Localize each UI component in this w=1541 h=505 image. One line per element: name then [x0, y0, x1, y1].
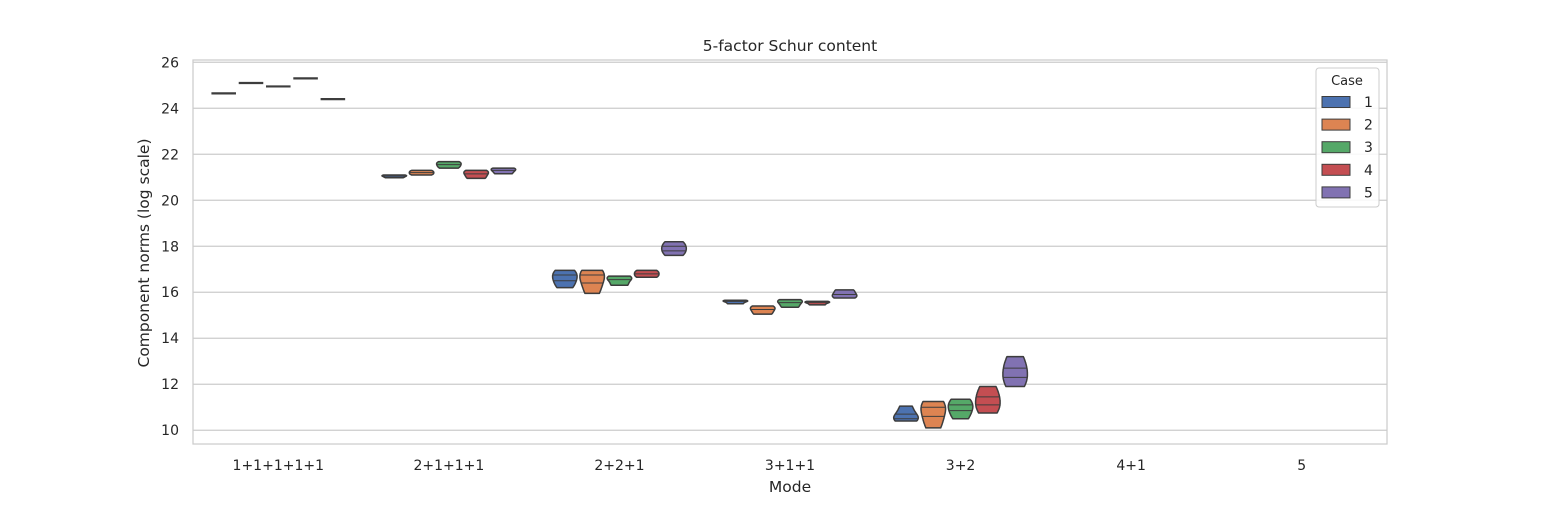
legend-swatch: [1321, 186, 1351, 199]
violin-case-2: [920, 400, 947, 429]
legend-title: Case: [1331, 74, 1363, 89]
violin-case-5: [831, 289, 858, 299]
x-tick-labels: 1+1+1+1+1 2+1+1+1 2+2+1 3+1+1 3+2 4+1 5: [233, 458, 1307, 474]
violin-body: [831, 289, 858, 299]
y-tick-label: 24: [161, 101, 179, 117]
violin-case-1: [722, 299, 749, 305]
legend-swatch: [1321, 118, 1351, 131]
violin-body: [660, 240, 688, 257]
x-tick-label: 5: [1297, 458, 1306, 474]
grid-lines: [193, 61, 1387, 431]
legend-swatch: [1321, 96, 1351, 108]
plot-frame: [192, 59, 1388, 445]
y-tick-label: 12: [161, 377, 179, 393]
y-tick-label: 10: [161, 423, 179, 439]
violin-body: [579, 269, 606, 295]
violin-body: [463, 169, 490, 180]
violins: [211, 77, 1029, 429]
violin-body: [1002, 355, 1029, 388]
violin-case-2: [749, 305, 776, 315]
legend-label: 4: [1364, 163, 1373, 179]
violin-case-5: [1002, 355, 1029, 388]
violin-case-4: [804, 300, 831, 306]
x-tick-label: 3+2: [946, 458, 976, 474]
x-tick-label: 4+1: [1116, 458, 1146, 474]
x-tick-label: 2+2+1: [594, 458, 644, 474]
violin-case-3: [435, 160, 462, 169]
violin-case-4: [633, 269, 660, 279]
legend: Case 1 2 3 4 5: [1315, 67, 1380, 208]
x-tick-label: 1+1+1+1+1: [233, 458, 324, 474]
legend-items: 1 2 3 4 5: [1321, 95, 1373, 201]
violin-case-1: [892, 405, 920, 422]
x-tick-label: 2+1+1+1: [413, 458, 484, 474]
violin-case-4: [974, 385, 1001, 414]
violin-body: [606, 275, 633, 287]
violin-case-5: [660, 240, 688, 257]
legend-label: 2: [1364, 118, 1373, 134]
violin-body: [551, 269, 578, 289]
violin-body: [776, 298, 804, 308]
violin-case-5: [490, 167, 517, 175]
violin-body: [490, 167, 517, 175]
violin-case-3: [776, 298, 804, 308]
y-tick-label: 14: [161, 331, 179, 347]
violin-case-3: [947, 398, 974, 420]
legend-swatch: [1321, 163, 1351, 176]
y-tick-label: 26: [161, 55, 179, 71]
violin-body: [749, 305, 776, 315]
chart-title: 5-factor Schur content: [703, 37, 877, 55]
violin-body: [920, 400, 947, 429]
y-tick-label: 22: [161, 147, 179, 163]
legend-label: 5: [1364, 185, 1373, 201]
legend-swatch: [1321, 141, 1351, 154]
violin-case-2: [579, 269, 606, 295]
y-tick-label: 18: [161, 239, 179, 255]
violin-case-3: [606, 275, 633, 287]
x-tick-label: 3+1+1: [765, 458, 815, 474]
violin-body: [892, 405, 920, 422]
y-tick-label: 20: [161, 193, 179, 209]
violin-case-2: [408, 169, 435, 176]
violin-body: [722, 299, 749, 305]
violin-body: [974, 385, 1001, 414]
violin-case-1: [381, 174, 408, 179]
y-tick-labels: 10 12 14 16 18 20 22 24 26: [161, 55, 179, 439]
violin-case-4: [463, 169, 490, 180]
y-axis-title: Component norms (log scale): [135, 138, 153, 367]
violin-case-1: [551, 269, 578, 289]
legend-label: 1: [1364, 95, 1373, 111]
violin-body: [947, 398, 974, 420]
x-axis-title: Mode: [769, 478, 811, 496]
legend-label: 3: [1364, 140, 1373, 156]
y-tick-label: 16: [161, 285, 179, 301]
